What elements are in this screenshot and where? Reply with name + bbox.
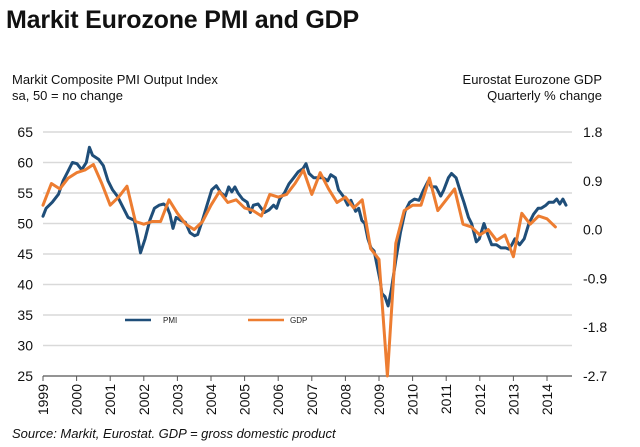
series-line-pmi xyxy=(41,145,568,308)
right-tick-label: 0.0 xyxy=(583,222,603,238)
left-axis-ticks: 25 30 35 40 45 50 55 60 65 xyxy=(17,124,33,384)
x-tick-label: 2014 xyxy=(539,384,555,415)
right-tick-label: 1.8 xyxy=(583,124,603,140)
right-tick-label: -0.9 xyxy=(583,270,607,286)
x-tick-label: 2013 xyxy=(505,384,521,415)
right-axis-label-line1: Eurostat Eurozone GDP xyxy=(462,72,602,87)
right-axis-ticks: 1.8 0.9 0.0 -0.9 -1.8 -2.7 xyxy=(583,124,607,384)
left-tick-label: 65 xyxy=(17,124,33,140)
x-tick-label: 2003 xyxy=(169,384,185,415)
x-tick-label: 2002 xyxy=(136,384,152,415)
x-tick-label: 2011 xyxy=(438,384,454,414)
right-axis-label: Eurostat Eurozone GDP Quarterly % change xyxy=(463,72,602,104)
left-axis-label-line1: Markit Composite PMI Output Index xyxy=(12,72,218,87)
left-tick-label: 30 xyxy=(17,338,33,354)
left-tick-label: 55 xyxy=(17,185,33,201)
left-tick-label: 35 xyxy=(17,307,33,323)
x-tick-label: 2009 xyxy=(371,384,387,415)
x-tick-label: 2007 xyxy=(304,384,320,415)
legend-label-gdp: GDP xyxy=(290,316,307,325)
x-tick-label: 2010 xyxy=(405,384,421,415)
left-axis-label-line2: sa, 50 = no change xyxy=(12,88,123,103)
legend-label-pmi: PMI xyxy=(163,316,177,325)
gridlines xyxy=(43,131,572,347)
left-axis-label: Markit Composite PMI Output Index sa, 50… xyxy=(12,72,218,104)
x-tick-label: 2001 xyxy=(102,384,118,415)
right-tick-label: -2.7 xyxy=(583,368,607,384)
series-lines xyxy=(41,145,568,378)
left-tick-label: 50 xyxy=(17,216,33,232)
x-tick-label: 2008 xyxy=(337,384,353,415)
source-note: Source: Markit, Eurostat. GDP = gross do… xyxy=(12,426,336,441)
left-tick-label: 60 xyxy=(17,155,33,171)
chart-title: Markit Eurozone PMI and GDP xyxy=(6,6,359,34)
x-tick-label: 2000 xyxy=(69,384,85,415)
x-axis: 1999 2000 2001 2002 2003 2004 2005 2006 2007 2008… xyxy=(35,375,572,415)
x-tick-label: 2012 xyxy=(472,384,488,415)
x-tick-label: 2005 xyxy=(237,384,253,415)
series-line-gdp xyxy=(41,163,557,378)
x-tick-label: 1999 xyxy=(35,384,51,415)
left-tick-label: 25 xyxy=(17,368,33,384)
right-axis-label-line2: Quarterly % change xyxy=(487,88,602,103)
x-tick-label: 2004 xyxy=(203,384,219,415)
left-tick-label: 45 xyxy=(17,246,33,262)
legend: PMI GDP xyxy=(125,316,307,325)
right-tick-label: -1.8 xyxy=(583,319,607,335)
right-tick-label: 0.9 xyxy=(583,173,603,189)
left-tick-label: 40 xyxy=(17,277,33,293)
x-tick-label: 2006 xyxy=(270,384,286,415)
